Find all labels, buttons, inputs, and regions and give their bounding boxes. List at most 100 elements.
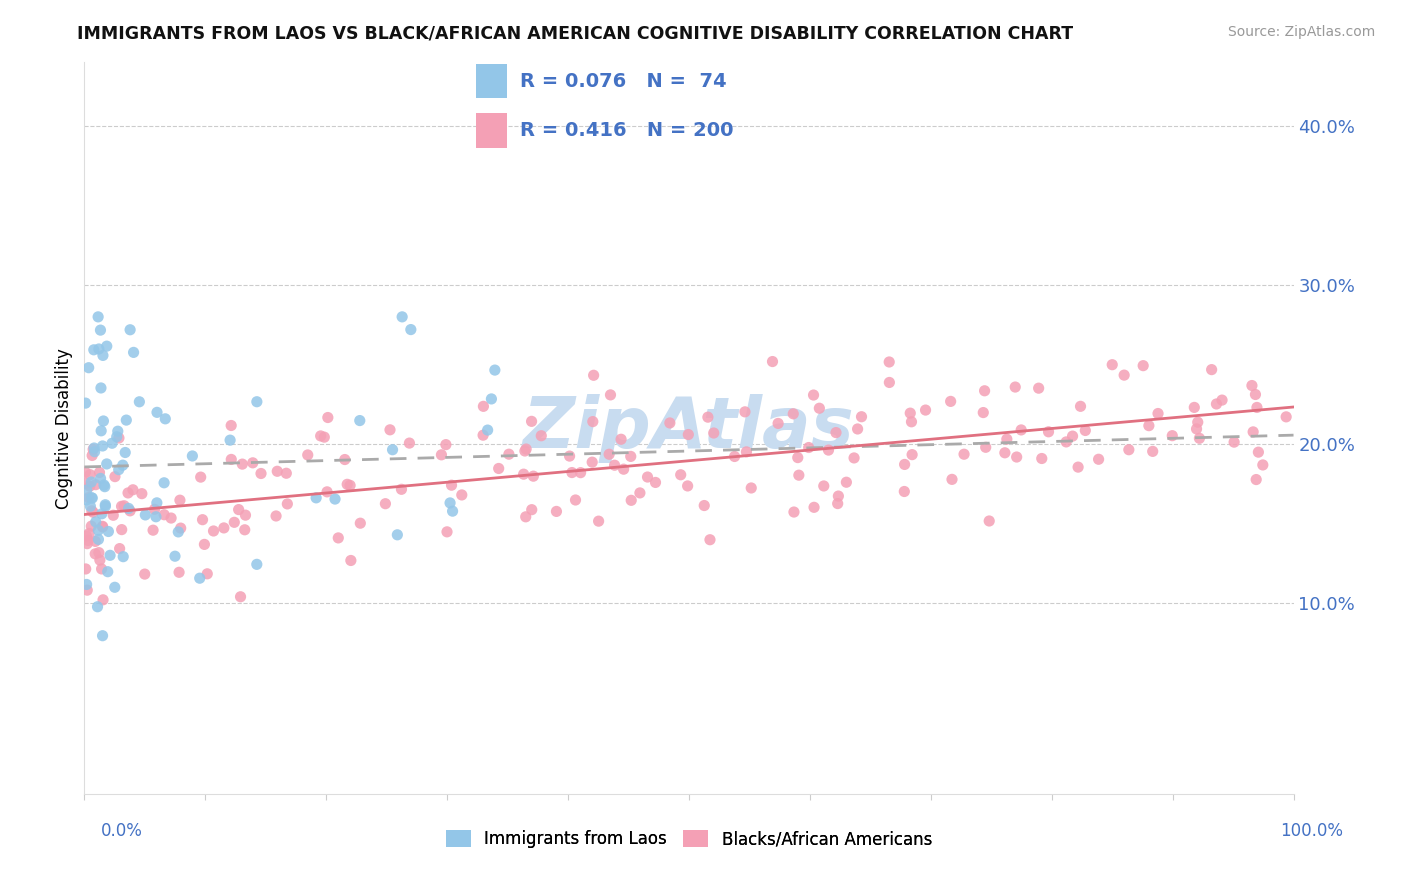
Point	[336, 477, 359, 491]
Point	[242, 456, 264, 470]
Point	[229, 590, 252, 604]
Point	[349, 516, 371, 531]
Point	[79, 499, 101, 513]
Point	[77, 360, 100, 375]
Point	[434, 437, 457, 451]
Point	[146, 405, 169, 419]
Point	[827, 489, 849, 503]
Point	[879, 376, 901, 390]
Text: 100.0%: 100.0%	[1279, 822, 1343, 840]
Point	[851, 409, 873, 424]
Point	[93, 478, 115, 492]
Point	[219, 433, 242, 447]
Point	[80, 491, 103, 505]
Text: IMMIGRANTS FROM LAOS VS BLACK/AFRICAN AMERICAN COGNITIVE DISABILITY CORRELATION : IMMIGRANTS FROM LAOS VS BLACK/AFRICAN AM…	[77, 25, 1073, 43]
Point	[104, 580, 127, 594]
Text: Source: ZipAtlas.com: Source: ZipAtlas.com	[1227, 25, 1375, 39]
Point	[108, 431, 131, 445]
Point	[1070, 400, 1092, 414]
Point	[170, 521, 193, 535]
Point	[103, 508, 125, 523]
Point	[114, 445, 136, 459]
Point	[1114, 368, 1136, 383]
Point	[146, 496, 169, 510]
Point	[167, 566, 190, 580]
Point	[87, 546, 110, 560]
Point	[1137, 418, 1160, 433]
Point	[89, 323, 111, 337]
Point	[1241, 425, 1264, 439]
Point	[378, 423, 401, 437]
Point	[440, 478, 463, 492]
Point	[900, 415, 922, 429]
Point	[472, 400, 495, 414]
Point	[817, 443, 839, 458]
Point	[90, 471, 112, 485]
Point	[628, 486, 651, 500]
Point	[512, 467, 534, 482]
Point	[676, 479, 699, 493]
Point	[115, 413, 138, 427]
Point	[328, 531, 350, 545]
Point	[120, 323, 142, 337]
Point	[83, 343, 105, 357]
Point	[90, 381, 112, 395]
Point	[703, 425, 725, 440]
Point	[219, 418, 242, 433]
Point	[91, 439, 114, 453]
Text: 0.0%: 0.0%	[101, 822, 143, 840]
Point	[974, 440, 997, 454]
Text: R = 0.076   N =  74: R = 0.076 N = 74	[520, 72, 727, 91]
Point	[761, 354, 783, 368]
Point	[1067, 460, 1090, 475]
Point	[786, 450, 808, 465]
Point	[90, 562, 112, 576]
Point	[195, 566, 218, 581]
Point	[91, 348, 114, 362]
Point	[117, 486, 139, 500]
Point	[110, 500, 132, 514]
Point	[169, 493, 191, 508]
Point	[101, 436, 124, 450]
Point	[89, 466, 111, 480]
Point	[80, 519, 103, 533]
Point	[498, 447, 520, 461]
Point	[953, 447, 976, 461]
Point	[167, 524, 190, 539]
Point	[76, 583, 98, 598]
Point	[644, 475, 666, 490]
Point	[1101, 358, 1123, 372]
Point	[1142, 444, 1164, 458]
Point	[441, 504, 464, 518]
Point	[669, 467, 692, 482]
Point	[846, 422, 869, 436]
Point	[825, 425, 848, 440]
Point	[693, 499, 716, 513]
Point	[309, 429, 332, 443]
Point	[76, 577, 98, 591]
Point	[803, 500, 825, 515]
Point	[134, 508, 156, 522]
Point	[1132, 359, 1154, 373]
Point	[939, 394, 962, 409]
Point	[87, 523, 110, 537]
Point	[696, 410, 718, 425]
Point	[782, 407, 804, 421]
Point	[1275, 409, 1298, 424]
Point	[803, 388, 825, 402]
Point	[979, 514, 1001, 528]
Point	[450, 488, 472, 502]
Point	[381, 442, 404, 457]
Point	[111, 523, 134, 537]
Point	[558, 449, 581, 463]
Point	[581, 455, 603, 469]
Point	[1185, 422, 1208, 436]
Point	[77, 526, 100, 541]
Point	[75, 465, 97, 479]
Point	[155, 412, 177, 426]
Point	[515, 442, 537, 456]
Point	[439, 496, 461, 510]
Point	[86, 599, 108, 614]
Point	[316, 410, 339, 425]
Point	[77, 491, 100, 505]
